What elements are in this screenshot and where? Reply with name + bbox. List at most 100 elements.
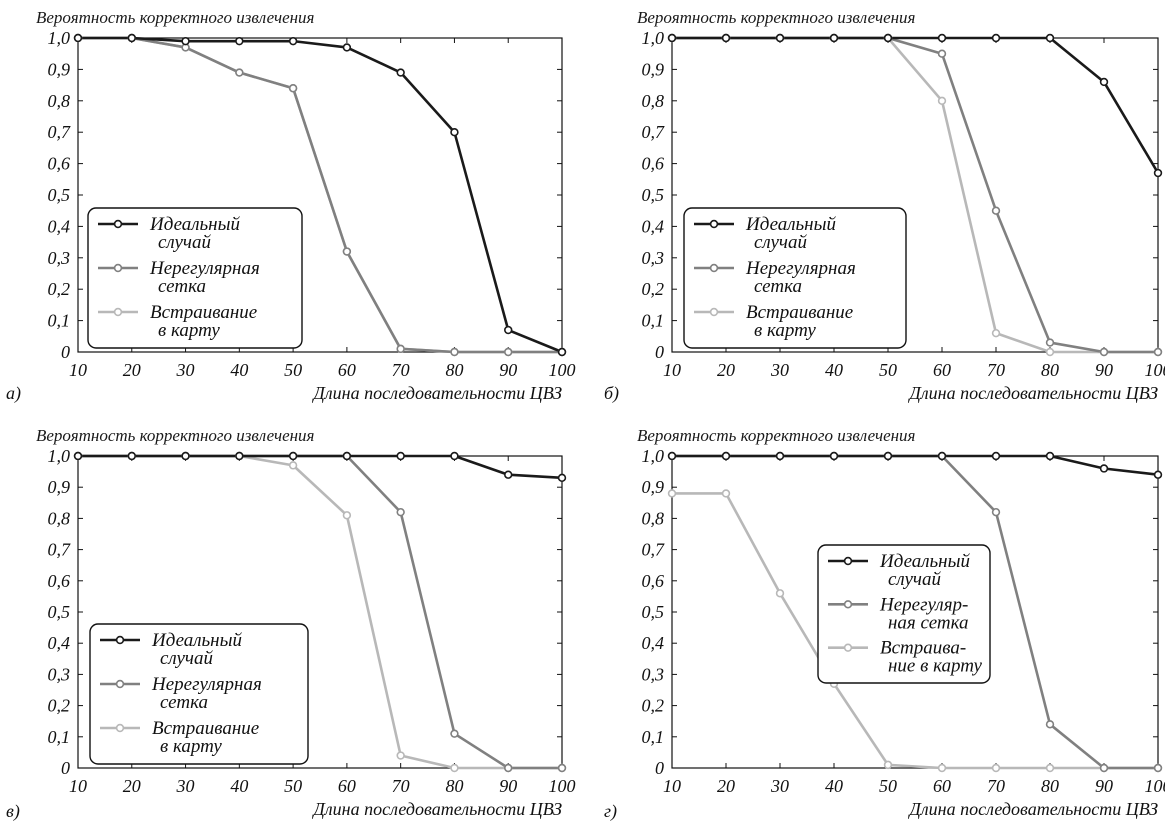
x-tick-label: 100 — [1145, 776, 1165, 796]
y-tick-label: 0,5 — [642, 602, 665, 622]
x-axis-label: Длина последовательности ЦВЗ — [907, 799, 1158, 819]
legend-label-3: Встраивание — [150, 302, 257, 323]
data-point-1 — [73, 33, 83, 43]
data-point-1 — [1153, 168, 1163, 178]
data-point-2 — [235, 68, 244, 77]
x-tick-label: 20 — [717, 360, 735, 380]
legend-label-2: Нерегулярная — [151, 674, 262, 695]
legend-swatch-marker-3 — [709, 307, 719, 317]
legend-swatch-marker-2 — [115, 679, 125, 689]
y-tick-label: 0,5 — [48, 602, 71, 622]
legend-label-1: Идеальный — [879, 551, 970, 572]
legend-label-1: случай — [754, 232, 807, 253]
legend-label-1: случай — [888, 569, 941, 590]
x-tick-label: 30 — [770, 360, 789, 380]
x-tick-label: 70 — [987, 776, 1005, 796]
chart-panel-3: Вероятность корректного извлечения Длина … — [6, 426, 576, 822]
legend-swatch-marker-3 — [115, 723, 125, 733]
y-tick-label: 0,5 — [642, 185, 665, 205]
x-tick-label: 80 — [1041, 360, 1059, 380]
y-tick-label: 0,1 — [48, 311, 71, 331]
data-point-3 — [288, 461, 298, 470]
y-tick-label: 0,2 — [48, 279, 71, 299]
data-point-2 — [1045, 720, 1055, 729]
series-line-3 — [672, 492, 1158, 770]
data-point-2 — [1153, 763, 1163, 773]
x-tick-label: 70 — [987, 360, 1005, 380]
legend-swatch-marker-2 — [709, 263, 719, 273]
y-tick-label: 1,0 — [642, 446, 665, 466]
data-point-3 — [450, 763, 459, 773]
data-point-1 — [504, 470, 513, 479]
data-point-2 — [288, 84, 298, 93]
legend-swatch-marker-1 — [113, 219, 123, 229]
data-point-2 — [557, 763, 567, 773]
x-axis-label: Длина последовательности ЦВЗ — [311, 799, 562, 819]
data-point-1 — [342, 451, 352, 461]
data-point-1 — [1099, 464, 1109, 473]
x-axis-label: Длина последовательности ЦВЗ — [311, 383, 562, 403]
legend-label-1: случай — [158, 232, 211, 253]
y-tick-label: 0 — [61, 758, 70, 778]
y-tick-label: 0,6 — [642, 154, 665, 174]
y-tick-label: 0,8 — [48, 91, 71, 111]
data-point-3 — [937, 96, 947, 106]
legend-label-3: Встраивание — [746, 302, 853, 323]
y-tick-label: 0,3 — [48, 664, 71, 684]
data-point-3 — [396, 751, 405, 760]
data-point-3 — [721, 489, 731, 498]
y-tick-label: 0,5 — [48, 185, 71, 205]
x-tick-label: 90 — [1095, 360, 1113, 380]
data-point-1 — [288, 451, 298, 461]
data-point-3 — [775, 589, 785, 598]
data-point-1 — [829, 451, 839, 461]
x-tick-label: 30 — [176, 360, 195, 380]
legend-label-3: в карту — [754, 320, 816, 341]
y-tick-label: 0 — [655, 342, 664, 362]
y-tick-label: 0,7 — [642, 540, 666, 560]
x-tick-label: 40 — [230, 776, 248, 796]
legend-box — [683, 207, 907, 349]
series-line-1 — [672, 36, 1160, 174]
y-tick-label: 0,7 — [642, 122, 666, 142]
data-point-1 — [504, 325, 513, 335]
data-point-1 — [288, 36, 298, 46]
y-tick-label: 0,4 — [642, 633, 665, 653]
legend-swatch-marker-1 — [709, 219, 719, 229]
data-point-1 — [937, 451, 947, 461]
data-point-1 — [181, 451, 190, 461]
legend-label-1: случай — [160, 648, 213, 669]
data-point-1 — [991, 451, 1001, 461]
x-tick-label: 10 — [69, 776, 87, 796]
x-tick-label: 10 — [69, 360, 87, 380]
data-point-1 — [883, 33, 893, 43]
legend-label-3: ние в карту — [888, 656, 983, 677]
x-tick-label: 100 — [549, 776, 576, 796]
y-tick-label: 0,3 — [642, 248, 665, 268]
legend-label-3: в карту — [158, 320, 220, 341]
data-point-1 — [775, 33, 785, 43]
data-point-2 — [1099, 347, 1109, 357]
data-point-1 — [73, 451, 83, 461]
panel-label: а) — [6, 383, 21, 404]
series-line-1 — [672, 454, 1159, 477]
y-tick-label: 0,2 — [48, 696, 71, 716]
chart-panel-1: Вероятность корректного извлечения Длина … — [6, 8, 576, 404]
x-tick-label: 30 — [770, 776, 789, 796]
data-point-1 — [883, 451, 893, 461]
data-point-1 — [829, 33, 839, 43]
x-tick-label: 80 — [1041, 776, 1059, 796]
data-point-1 — [991, 33, 1001, 43]
series-line-1 — [78, 454, 563, 480]
legend-label-2: Нерегулярная — [745, 258, 856, 279]
data-point-1 — [396, 68, 405, 77]
y-tick-label: 0 — [655, 758, 664, 778]
y-tick-label: 0,4 — [642, 216, 665, 236]
data-point-2 — [450, 729, 459, 738]
legend-swatch-marker-3 — [843, 643, 853, 652]
data-point-3 — [937, 763, 947, 773]
data-point-3 — [1045, 347, 1055, 357]
data-point-1 — [396, 451, 405, 461]
